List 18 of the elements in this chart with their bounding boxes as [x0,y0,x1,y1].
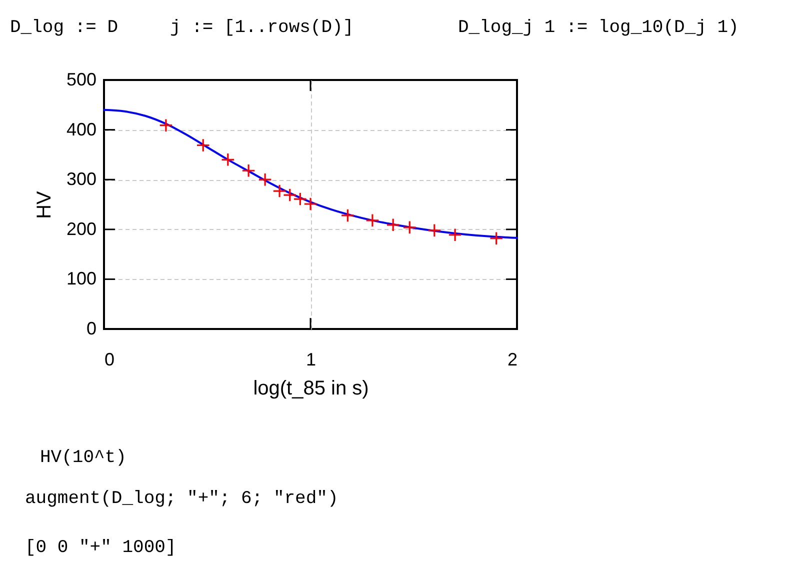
x-tick-label: 1 [306,350,316,370]
text: D_log_j 1 := log_10(D_j 1) [458,18,739,38]
y-tick-label: 500 [66,70,96,90]
x-axis-title: log(t_85 in s) [253,378,369,400]
y-tick-label: 100 [66,268,96,289]
y-tick-label: 300 [66,169,96,190]
x-tick-label: 0 [104,350,115,370]
text: D_log := D [10,18,118,38]
y-tick-label: 0 [86,318,96,338]
text: augment(D_log; "+"; 6; "red") [25,489,338,509]
text: HV(10^t) [40,448,126,468]
y-tick-label: 400 [66,119,96,140]
x-tick-label: 2 [507,350,518,370]
line-series [103,108,518,239]
text: [0 0 "+" 1000] [25,538,176,558]
y-tick-label: 200 [66,218,96,239]
text: j := [1..rows(D)] [170,18,354,38]
y-axis-title: HV [33,190,56,219]
